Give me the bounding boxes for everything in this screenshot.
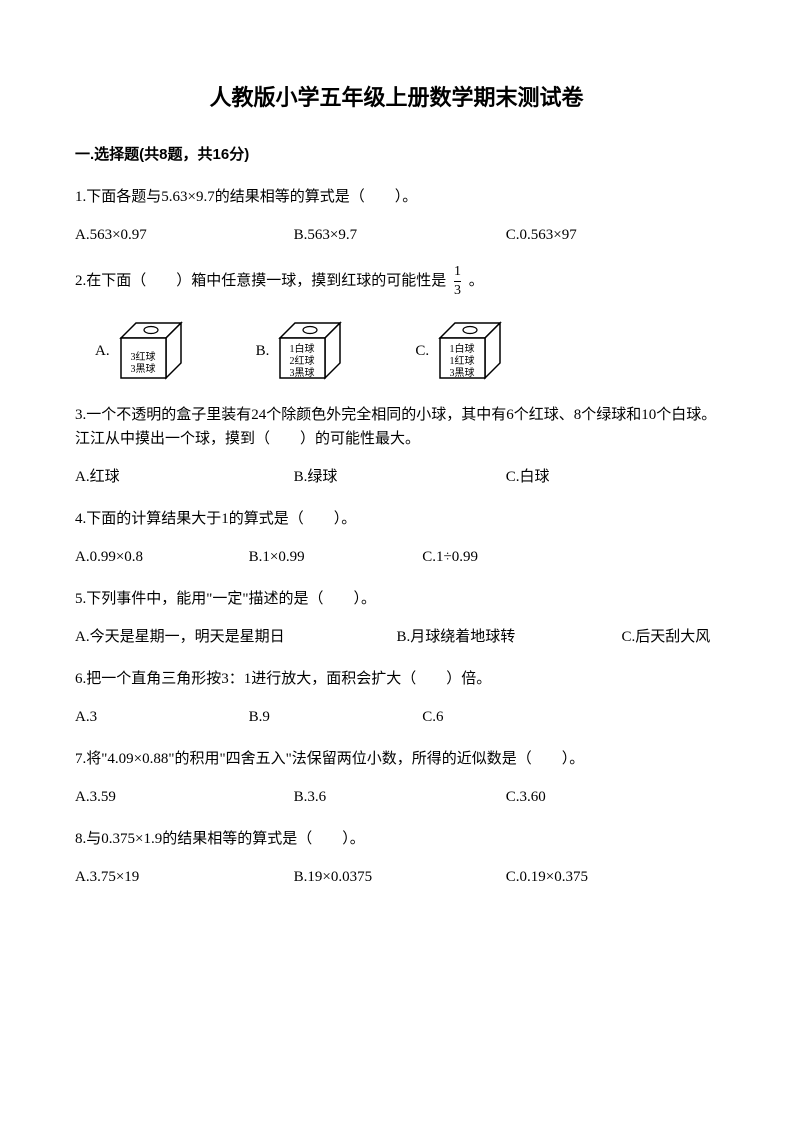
section-1-header: 一.选择题(共8题，共16分) [75,143,718,167]
q2-option-a: A. 3红球 3黑球 [95,318,186,383]
q4-option-b: B.1×0.99 [249,545,423,569]
q8-option-a: A.3.75×19 [75,865,294,889]
q1-options: A.563×0.97 B.563×9.7 C.0.563×97 [75,223,718,247]
q2-text: 2.在下面（ ）箱中任意摸一球，摸到红球的可能性是 1 3 。 [75,265,718,298]
q3-option-c: C.白球 [506,465,718,489]
q6-option-c: C.6 [422,705,596,729]
q4-option-c: C.1÷0.99 [422,545,596,569]
q2-option-c: C. 1白球 1红球 3黑球 [415,318,505,383]
q3-options: A.红球 B.绿球 C.白球 [75,465,718,489]
q4-text: 4.下面的计算结果大于1的算式是（ ）。 [75,507,718,531]
q5-option-a: A.今天是星期一，明天是星期日 [75,625,397,649]
q7-option-b: B.3.6 [294,785,506,809]
q2-option-b-label: B. [256,339,270,363]
q2-option-a-label: A. [95,339,110,363]
q3-option-a: A.红球 [75,465,294,489]
cube-b-text2: 2红球 [290,354,315,367]
q2-option-b: B. 1白球 2红球 3黑球 [256,318,346,383]
q8-option-b: B.19×0.0375 [294,865,506,889]
q1-text: 1.下面各题与5.63×9.7的结果相等的算式是（ ）。 [75,185,718,209]
question-5: 5.下列事件中，能用"一定"描述的是（ ）。 A.今天是星期一，明天是星期日 B… [75,587,718,649]
q2-fraction: 1 3 [454,265,461,298]
q2-text-prefix: 2.在下面（ ）箱中任意摸一球，摸到红球的可能性是 [75,273,446,289]
q2-text-suffix: 。 [469,273,484,289]
cube-c-text3: 3黑球 [450,366,475,379]
q8-text: 8.与0.375×1.9的结果相等的算式是（ ）。 [75,827,718,851]
question-6: 6.把一个直角三角形按3：1进行放大，面积会扩大（ ）倍。 A.3 B.9 C.… [75,667,718,729]
q2-options: A. 3红球 3黑球 B. 1白球 2红球 3黑球 C. [95,318,718,383]
q6-option-a: A.3 [75,705,249,729]
q3-text: 3.一个不透明的盒子里装有24个除颜色外完全相同的小球，其中有6个红球、8个绿球… [75,403,718,451]
q7-options: A.3.59 B.3.6 C.3.60 [75,785,718,809]
cube-b-text3: 3黑球 [290,366,315,379]
cube-icon-a: 3红球 3黑球 [116,318,186,383]
cube-icon-b: 1白球 2红球 3黑球 [275,318,345,383]
q6-options: A.3 B.9 C.6 [75,705,718,729]
cube-icon-c: 1白球 1红球 3黑球 [435,318,505,383]
q4-options: A.0.99×0.8 B.1×0.99 C.1÷0.99 [75,545,718,569]
q5-text: 5.下列事件中，能用"一定"描述的是（ ）。 [75,587,718,611]
q3-option-b: B.绿球 [294,465,506,489]
q7-option-a: A.3.59 [75,785,294,809]
q4-option-a: A.0.99×0.8 [75,545,249,569]
q1-option-c: C.0.563×97 [506,223,718,247]
question-1: 1.下面各题与5.63×9.7的结果相等的算式是（ ）。 A.563×0.97 … [75,185,718,247]
question-8: 8.与0.375×1.9的结果相等的算式是（ ）。 A.3.75×19 B.19… [75,827,718,889]
q5-option-b: B.月球绕着地球转 [397,625,622,649]
cube-c-text1: 1白球 [450,342,475,355]
question-2: 2.在下面（ ）箱中任意摸一球，摸到红球的可能性是 1 3 。 A. 3红球 3… [75,265,718,383]
q6-text: 6.把一个直角三角形按3：1进行放大，面积会扩大（ ）倍。 [75,667,718,691]
q6-option-b: B.9 [249,705,423,729]
q2-option-c-label: C. [415,339,429,363]
cube-a-text2: 3黑球 [130,362,155,375]
question-7: 7.将"4.09×0.88"的积用"四舍五入"法保留两位小数，所得的近似数是（ … [75,747,718,809]
q2-frac-denominator: 3 [454,281,461,298]
q1-option-a: A.563×0.97 [75,223,294,247]
cube-b-text1: 1白球 [290,342,315,355]
question-4: 4.下面的计算结果大于1的算式是（ ）。 A.0.99×0.8 B.1×0.99… [75,507,718,569]
q8-options: A.3.75×19 B.19×0.0375 C.0.19×0.375 [75,865,718,889]
q2-frac-numerator: 1 [454,265,461,281]
q7-option-c: C.3.60 [506,785,718,809]
question-3: 3.一个不透明的盒子里装有24个除颜色外完全相同的小球，其中有6个红球、8个绿球… [75,403,718,489]
q1-option-b: B.563×9.7 [294,223,506,247]
cube-a-text1: 3红球 [130,350,155,363]
q5-options: A.今天是星期一，明天是星期日 B.月球绕着地球转 C.后天刮大风 [75,625,718,649]
cube-c-text2: 1红球 [450,354,475,367]
q8-option-c: C.0.19×0.375 [506,865,718,889]
page-title: 人教版小学五年级上册数学期末测试卷 [75,80,718,115]
q5-option-c: C.后天刮大风 [622,625,718,649]
q7-text: 7.将"4.09×0.88"的积用"四舍五入"法保留两位小数，所得的近似数是（ … [75,747,718,771]
